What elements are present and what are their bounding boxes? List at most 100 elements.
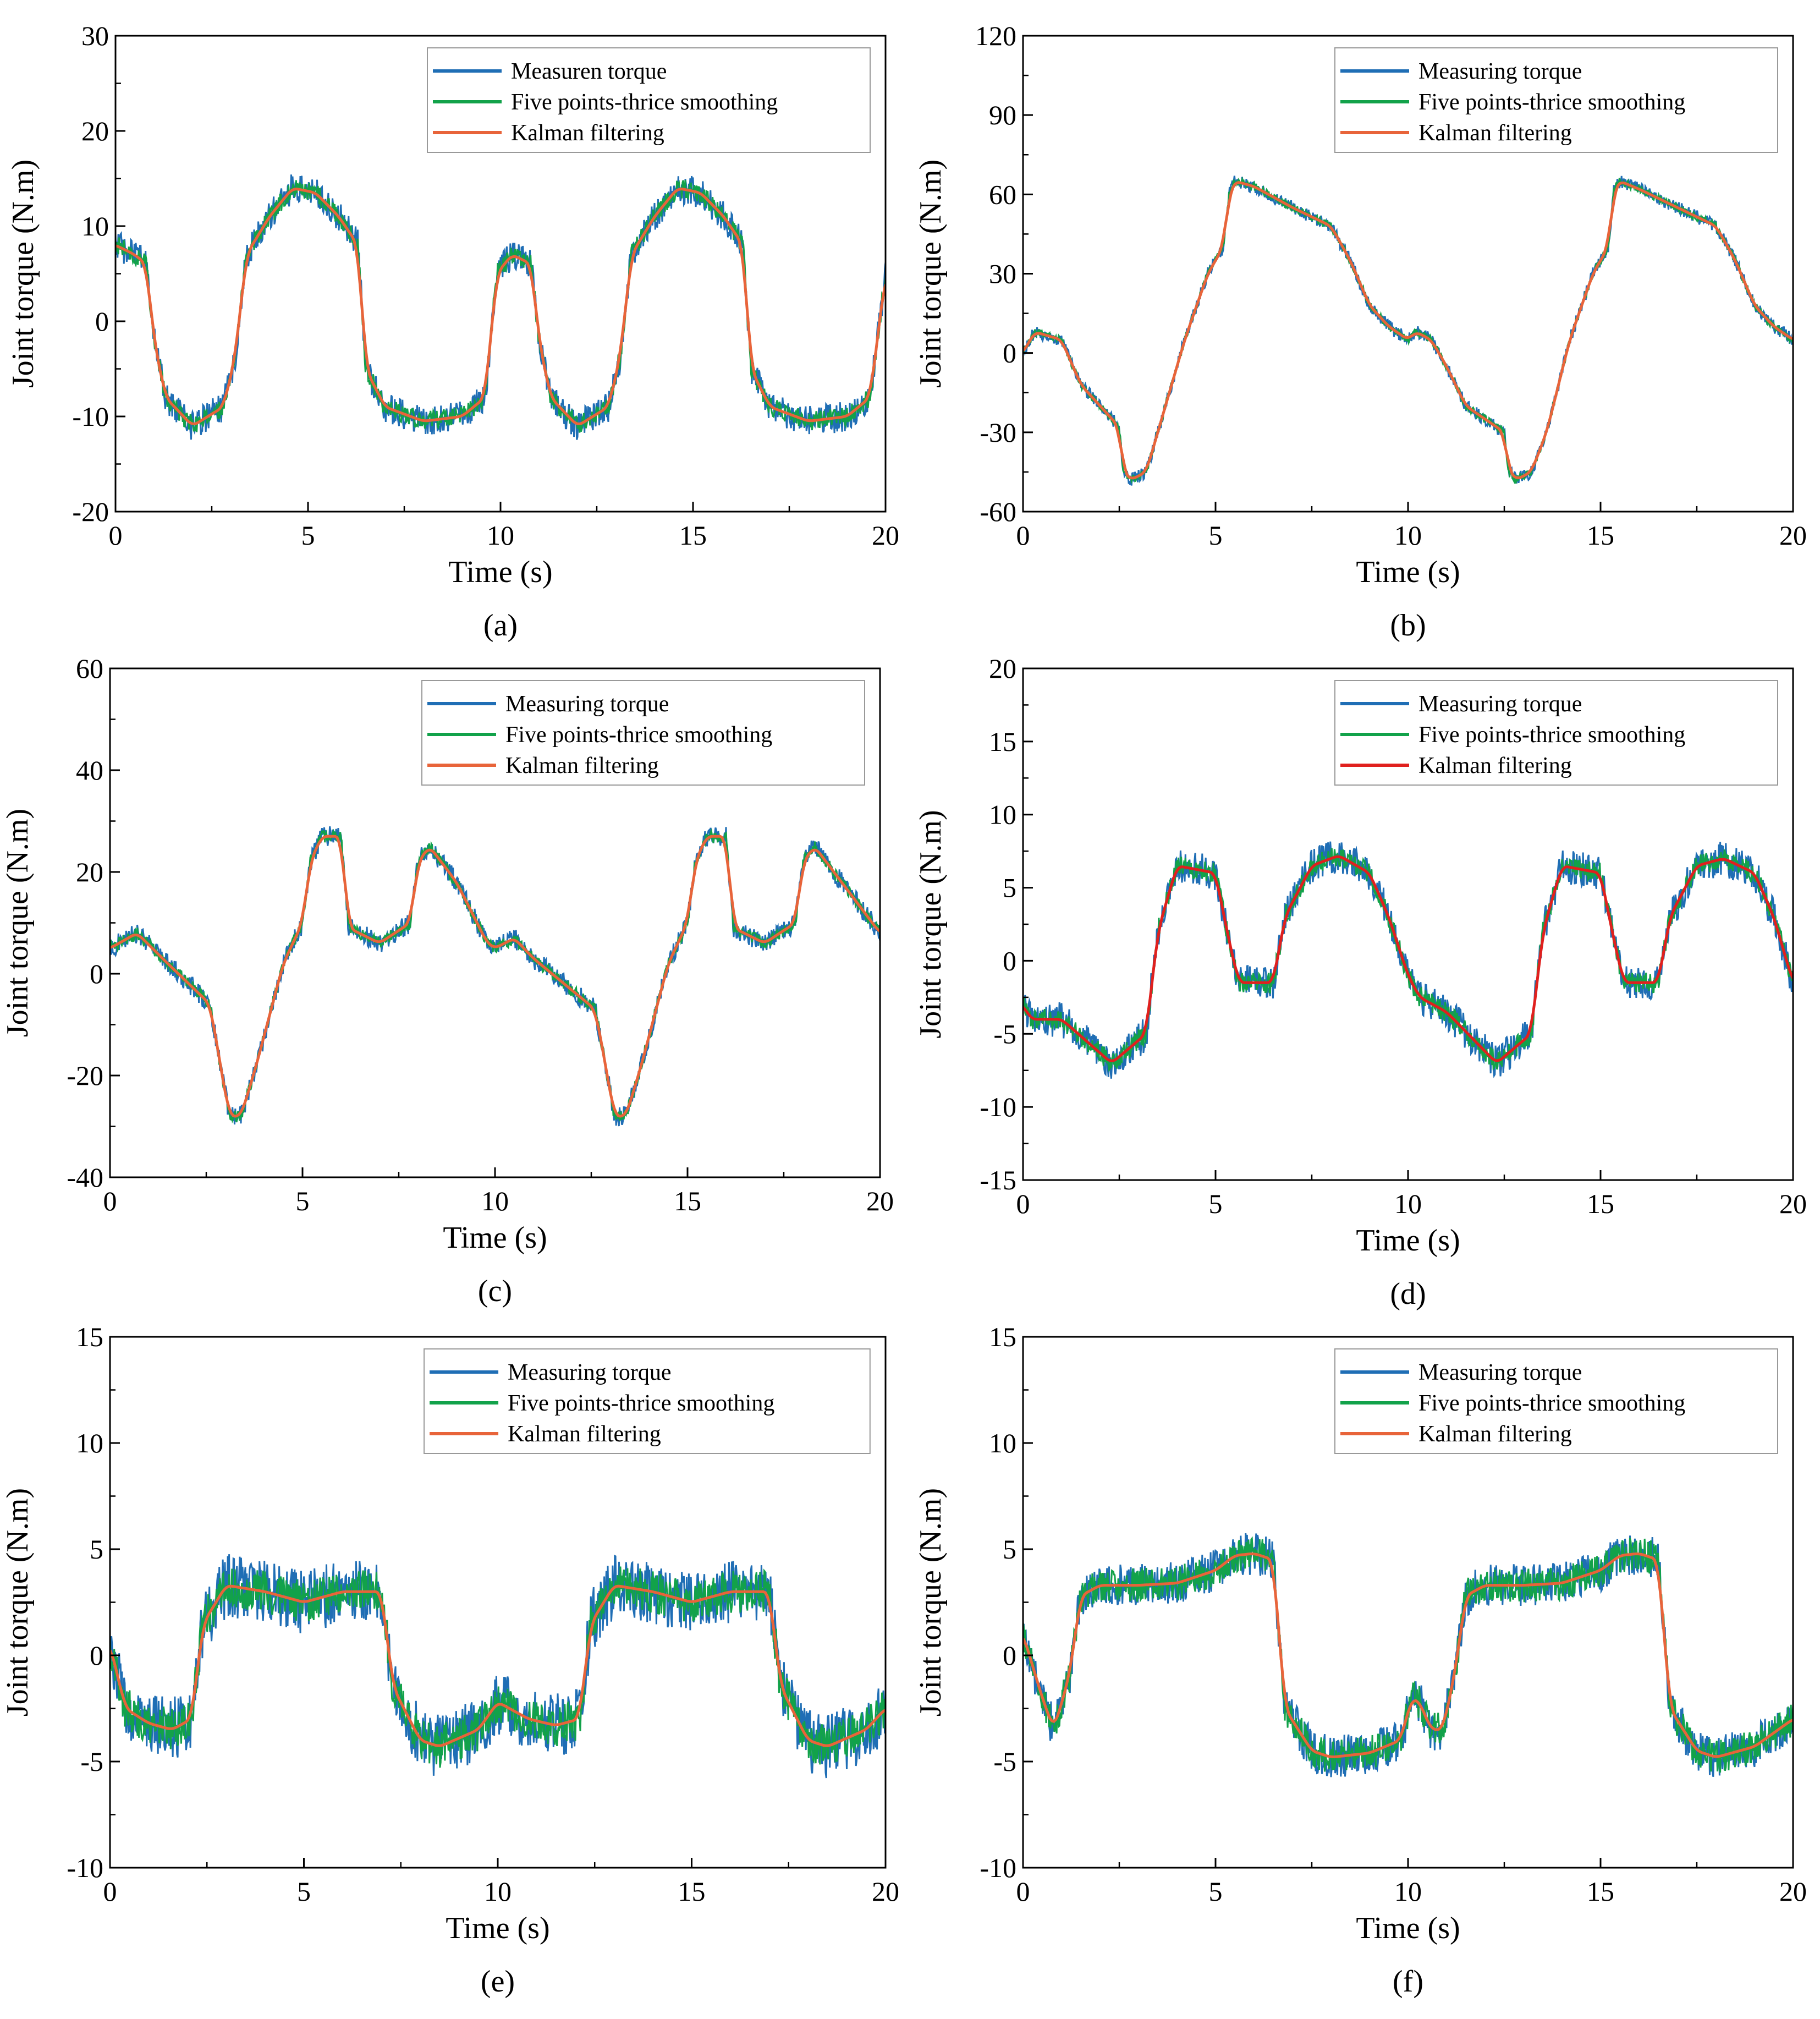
y-tick-label: -10: [980, 1852, 1016, 1883]
y-tick-label: 5: [1003, 873, 1016, 903]
x-tick-label: 5: [301, 520, 315, 551]
legend-measuring-label: Measuring torque: [1418, 692, 1582, 717]
x-tick-label: 10: [481, 1186, 509, 1216]
legend-kalman-label: Kalman filtering: [511, 120, 664, 146]
y-axis-label: Joint torque (N.m): [914, 810, 948, 1038]
y-tick-label: 0: [95, 306, 109, 337]
chart-panel-4: 0 5 10 15 20 -15 -10 -5 0 5 10 15 20 Time (s) Joint to…: [914, 653, 1807, 1311]
legend-smoothing-label: Five points-thrice smoothing: [1418, 722, 1685, 748]
chart-panel-3: 0 5 10 15 20 -40 -20 0 20 40 60 Time (s) Joint torqu…: [1, 653, 894, 1308]
legend-smoothing-label: Five points-thrice smoothing: [508, 1391, 774, 1416]
y-tick-label: 15: [989, 1321, 1016, 1352]
panel-label: (e): [481, 1965, 515, 1999]
y-tick-label: -5: [80, 1746, 103, 1777]
legend-kalman-label: Kalman filtering: [1418, 753, 1572, 778]
series-five-points-smoothing-line: [1023, 176, 1793, 485]
y-tick-label: -20: [67, 1060, 103, 1091]
legend: Measuring torque Five points-thrice smoot…: [1334, 680, 1778, 786]
legend-smoothing-label: Five points-thrice smoothing: [1418, 1391, 1685, 1416]
y-tick-label: 5: [1003, 1534, 1016, 1565]
x-tick-label: 10: [484, 1876, 512, 1907]
legend-measuring-label: Measuren torque: [511, 59, 667, 84]
y-tick-label: 30: [81, 20, 109, 51]
y-tick-label: 30: [989, 259, 1016, 289]
legend-smoothing-label: Five points-thrice smoothing: [505, 722, 772, 748]
x-tick-label: 5: [297, 1876, 311, 1907]
x-tick-label: 0: [1016, 520, 1030, 551]
y-tick-label: -5: [993, 1746, 1016, 1777]
chart-panel-5: 0 5 10 15 20 -10 -5 0 5 10 15 Time (s) Joint torque …: [1, 1321, 899, 1999]
panel-label: (f): [1393, 1965, 1423, 1999]
x-tick-label: 0: [103, 1186, 117, 1216]
y-tick-label: -5: [993, 1018, 1016, 1049]
x-tick-label: 0: [1016, 1188, 1030, 1219]
x-tick-label: 20: [866, 1186, 894, 1216]
x-tick-label: 15: [1587, 1188, 1614, 1219]
series-five-points-smoothing-line: [110, 1566, 886, 1768]
series-kalman-filtering-line: [1023, 855, 1793, 1062]
y-axis-label: Joint torque (N.m): [6, 160, 40, 388]
legend-measuring-label: Measuring torque: [508, 1360, 671, 1385]
series-measuring-torque-line: [110, 826, 880, 1127]
y-tick-label: 120: [975, 20, 1016, 51]
panel-label: (c): [478, 1274, 512, 1308]
y-tick-label: 15: [989, 726, 1016, 757]
legend-smoothing-label: Five points-thrice smoothing: [511, 90, 778, 115]
x-tick-label: 15: [679, 520, 707, 551]
x-axis-label: Time (s): [448, 555, 552, 589]
x-tick-label: 10: [1394, 1188, 1422, 1219]
y-tick-label: 90: [989, 100, 1016, 130]
legend: Measuren torque Five points-thrice smooth…: [427, 47, 871, 153]
y-axis-label: Joint torque (N.m): [1, 1488, 35, 1716]
x-tick-label: 0: [103, 1876, 117, 1907]
y-tick-label: -40: [67, 1162, 103, 1193]
y-tick-label: 60: [989, 179, 1016, 210]
legend-kalman-label: Kalman filtering: [508, 1422, 661, 1447]
series-five-points-smoothing-line: [1023, 848, 1793, 1072]
x-tick-label: 15: [678, 1876, 706, 1907]
y-tick-label: 10: [989, 1428, 1016, 1458]
x-tick-label: 5: [296, 1186, 310, 1216]
x-tick-label: 5: [1209, 520, 1223, 551]
x-tick-label: 15: [674, 1186, 701, 1216]
legend-kalman-label: Kalman filtering: [1418, 120, 1572, 146]
legend-kalman-label: Kalman filtering: [505, 753, 659, 778]
y-tick-label: 0: [90, 958, 103, 989]
x-axis-label: Time (s): [1356, 1911, 1460, 1945]
x-tick-label: 15: [1587, 1876, 1614, 1907]
y-tick-label: 20: [81, 116, 109, 146]
x-axis-label: Time (s): [1356, 555, 1460, 589]
series-measuring-torque-line: [1023, 175, 1793, 486]
legend: Measuring torque Five points-thrice smoot…: [424, 1348, 871, 1454]
x-tick-label: 10: [1394, 520, 1422, 551]
y-tick-label: 5: [90, 1534, 103, 1565]
y-tick-label: -10: [980, 1091, 1016, 1122]
x-tick-label: 0: [1016, 1876, 1030, 1907]
y-axis-label: Joint torque (N.m): [914, 1488, 948, 1716]
y-tick-label: 10: [989, 799, 1016, 830]
legend-smoothing-label: Five points-thrice smoothing: [1418, 90, 1685, 115]
y-tick-label: -20: [72, 496, 109, 527]
legend: Measuring torque Five points-thrice smoot…: [1334, 47, 1778, 153]
series-kalman-filtering-line: [116, 187, 886, 426]
x-axis-label: Time (s): [443, 1221, 547, 1255]
series-kalman-filtering-line: [110, 835, 880, 1118]
x-tick-label: 10: [487, 520, 514, 551]
x-tick-label: 20: [872, 520, 899, 551]
panel-label: (a): [483, 608, 518, 643]
x-tick-label: 20: [1779, 1876, 1807, 1907]
y-tick-label: 20: [989, 653, 1016, 684]
x-tick-label: 20: [1779, 1188, 1807, 1219]
y-tick-label: 20: [76, 857, 103, 887]
y-tick-label: -15: [980, 1165, 1016, 1195]
series-kalman-filtering-line: [1023, 181, 1793, 480]
x-axis-label: Time (s): [446, 1911, 549, 1945]
chart-panel-1: 0 5 10 15 20 -20 -10 0 10 20 30 Time (s) Joint torqu…: [6, 20, 899, 643]
legend-kalman-label: Kalman filtering: [1418, 1422, 1572, 1447]
x-tick-label: 20: [872, 1876, 899, 1907]
y-axis-label: Joint torque (N.m): [914, 160, 948, 388]
x-tick-label: 0: [109, 520, 123, 551]
y-tick-label: 15: [76, 1321, 103, 1352]
series-kalman-filtering-line: [110, 1584, 886, 1747]
